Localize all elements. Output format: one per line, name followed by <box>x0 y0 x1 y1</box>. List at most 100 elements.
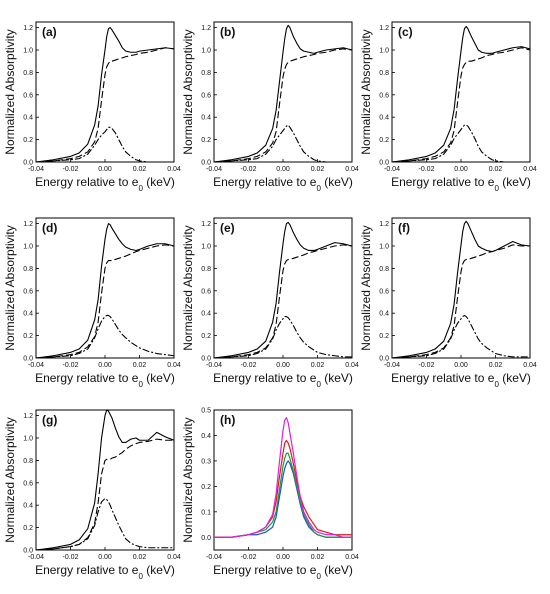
series-line-dash <box>391 244 530 359</box>
y-tick-label: 0.8 <box>379 70 389 77</box>
y-tick-label: 1.0 <box>201 48 211 55</box>
x-tick-label: -0.02 <box>241 554 257 561</box>
plot-frame <box>391 217 531 359</box>
y-axis-label: Normalized Absorptivity <box>359 29 373 154</box>
x-tick-label: -0.02 <box>63 166 79 173</box>
y-tick-label: 0.2 <box>23 333 33 340</box>
y-tick-label: 0.8 <box>201 266 211 273</box>
series-line-dashdot <box>213 316 352 359</box>
series-line-solid <box>391 220 531 359</box>
plot-frame <box>213 217 353 359</box>
y-tick-label: 0.8 <box>201 70 211 77</box>
y-axis-label: Normalized Absorptivity <box>3 417 17 542</box>
y-tick-label: 0.4 <box>201 115 211 122</box>
x-tick-label: 0.04 <box>167 362 181 369</box>
series-line-color-3 <box>214 417 352 538</box>
y-axis-label: Normalized Absorptivity <box>3 29 17 154</box>
x-tick-label: 0.04 <box>167 166 181 173</box>
x-tick-label: 0.04 <box>345 362 359 369</box>
y-tick-label: 1.0 <box>379 244 389 251</box>
y-tick-label: 1.2 <box>379 25 389 32</box>
y-tick-label: 0.0 <box>201 535 211 542</box>
x-tick-label: -0.04 <box>28 362 44 369</box>
x-axis-label: Energy relative to e0 (keV) <box>35 563 175 581</box>
x-tick-label: 0.04 <box>345 554 359 561</box>
panel-d: -0.04 -0.02 0.00 0.02 0.04 0.0 0.2 0.4 0.6 0.8 1.0… <box>3 217 181 389</box>
panel-e: -0.04 -0.02 0.00 0.02 0.04 0.0 0.2 0.4 0.6 0.8 1.0… <box>181 217 359 389</box>
y-tick-label: 0.6 <box>379 92 389 99</box>
series-line-dashdot <box>213 124 352 163</box>
panel-label: (c) <box>398 25 413 39</box>
y-tick-label: 0.6 <box>23 288 33 295</box>
y-tick-label: 0.0 <box>379 356 389 363</box>
x-axis-label: Energy relative to e0 (keV) <box>35 371 175 389</box>
y-tick-label: 1.2 <box>201 221 211 228</box>
x-tick-label: 0.02 <box>133 166 147 173</box>
y-tick-label: 0.0 <box>23 356 33 363</box>
y-tick-label: 0.6 <box>23 92 33 99</box>
x-tick-label: 0.00 <box>276 554 290 561</box>
series-line-solid <box>391 25 531 163</box>
x-axis-label: Energy relative to e0 (keV) <box>35 175 175 193</box>
x-tick-label: 0.02 <box>311 362 325 369</box>
series-line-dash <box>35 438 174 551</box>
x-tick-label: -0.04 <box>28 554 44 561</box>
series-line-dash <box>35 244 175 359</box>
x-tick-label: -0.04 <box>28 166 44 173</box>
y-tick-label: 0.6 <box>201 92 211 99</box>
panel-label: (g) <box>42 413 57 427</box>
panel-label: (a) <box>42 25 57 39</box>
panel-c: -0.04 -0.02 0.00 0.02 0.04 0.0 0.2 0.4 0.6 0.8 1.0… <box>359 21 537 193</box>
panel-b: -0.04 -0.02 0.00 0.02 0.04 0.0 0.2 0.4 0.6 0.8 1.0… <box>181 21 359 193</box>
y-tick-label: 0.6 <box>201 288 211 295</box>
x-tick-label: -0.04 <box>206 362 222 369</box>
y-tick-label: 0.4 <box>201 433 211 440</box>
y-tick-label: 0.2 <box>201 484 211 491</box>
panel-f: -0.04 -0.02 0.00 0.02 0.04 0.0 0.2 0.4 0.6 0.8 1.0… <box>359 217 537 389</box>
y-axis-label: Normalized Absorptivity <box>181 29 195 154</box>
plot-frame <box>35 21 175 163</box>
y-axis-label: Normalized Absorptivity <box>181 417 195 542</box>
panel-h: -0.04 -0.02 0.00 0.02 0.04 0.0 0.1 0.2 0.3 0.4 0.5… <box>181 408 359 581</box>
series-line-dash <box>35 47 175 163</box>
x-tick-label: 0.04 <box>523 166 537 173</box>
y-tick-label: 0.0 <box>201 356 211 363</box>
y-tick-label: 0.4 <box>379 115 389 122</box>
panel-label: (f) <box>398 221 410 235</box>
y-tick-label: 0.6 <box>379 288 389 295</box>
series-line-solid <box>35 27 175 163</box>
y-tick-label: 0.4 <box>23 311 33 318</box>
x-tick-label: 0.02 <box>489 362 503 369</box>
panel-g: -0.04 -0.02 0.00 0.02 0.04 0.0 0.2 0.4 0.6 0.8 1.0… <box>3 409 181 581</box>
y-axis-label: Normalized Absorptivity <box>359 225 373 350</box>
x-tick-label: 0.00 <box>98 166 112 173</box>
y-tick-label: 1.2 <box>23 413 33 420</box>
x-tick-label: -0.02 <box>63 362 79 369</box>
x-tick-label: -0.04 <box>206 166 222 173</box>
y-axis-label: Normalized Absorptivity <box>3 225 17 350</box>
x-tick-label: -0.04 <box>384 166 400 173</box>
x-tick-label: 0.00 <box>454 362 468 369</box>
y-tick-label: 0.2 <box>379 137 389 144</box>
y-tick-label: 1.2 <box>23 221 33 228</box>
y-tick-label: 1.2 <box>23 25 33 32</box>
y-tick-label: 1.2 <box>379 221 389 228</box>
panel-label: (e) <box>220 221 235 235</box>
x-tick-label: 0.02 <box>133 362 147 369</box>
x-tick-label: 0.02 <box>311 166 325 173</box>
y-tick-label: 1.0 <box>23 48 33 55</box>
x-tick-label: -0.02 <box>63 554 79 561</box>
x-tick-label: 0.04 <box>345 166 359 173</box>
series-line-solid <box>213 24 353 163</box>
y-tick-label: 0.4 <box>23 115 33 122</box>
y-tick-label: 0.2 <box>379 333 389 340</box>
x-tick-label: 0.04 <box>167 554 181 561</box>
plot-frame <box>213 21 353 163</box>
x-axis-label: Energy relative to e0 (keV) <box>213 563 353 581</box>
y-tick-label: 1.0 <box>201 244 211 251</box>
series-line-solid <box>213 221 353 359</box>
y-tick-label: 0.4 <box>379 311 389 318</box>
series-line-solid <box>35 223 175 359</box>
y-tick-label: 0.8 <box>23 70 33 77</box>
x-tick-label: -0.02 <box>241 166 257 173</box>
